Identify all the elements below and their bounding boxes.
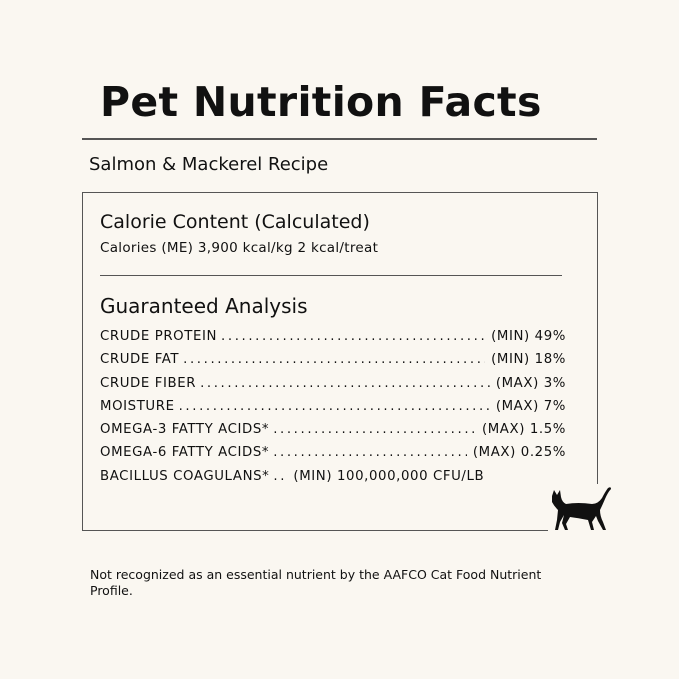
nutrition-panel — [82, 192, 598, 531]
analysis-row: CRUDE FAT (MIN) 18% — [100, 352, 566, 375]
dot-leader — [273, 422, 476, 437]
nutrient-value: (MIN) 49% — [491, 329, 566, 344]
calorie-line: Calories (ME) 3,900 kcal/kg 2 kcal/treat — [100, 240, 379, 256]
dot-leader — [200, 376, 490, 391]
dot-leader — [221, 329, 485, 344]
nutrient-value: (MIN) 100,000,000 CFU/LB — [293, 468, 485, 484]
cat-silhouette-icon — [548, 484, 614, 532]
analysis-row: MOISTURE (MAX) 7% — [100, 399, 566, 422]
section-divider — [100, 275, 562, 276]
nutrient-value: (MAX) 1.5% — [481, 422, 566, 438]
nutrient-label: CRUDE FIBER — [100, 375, 197, 391]
nutrient-value: (MAX) 0.25% — [472, 445, 566, 461]
nutrient-label: MOISTURE — [100, 398, 175, 414]
dot-leader — [179, 399, 490, 414]
analysis-heading: Guaranteed Analysis — [100, 294, 308, 318]
calorie-heading: Calorie Content (Calculated) — [100, 211, 370, 233]
nutrient-value: (MIN) 18% — [491, 352, 566, 368]
recipe-name: Salmon & Mackerel Recipe — [89, 154, 329, 175]
dot-leader — [273, 469, 287, 484]
title-divider — [82, 138, 597, 140]
nutrient-value: (MAX) 7% — [495, 398, 566, 414]
analysis-row: OMEGA-6 FATTY ACIDS* (MAX) 0.25% — [100, 445, 566, 468]
analysis-row: CRUDE PROTEIN (MIN) 49% — [100, 329, 566, 352]
analysis-row: OMEGA-3 FATTY ACIDS* (MAX) 1.5% — [100, 422, 566, 445]
dot-leader — [273, 445, 467, 460]
dot-leader — [183, 352, 485, 367]
analysis-table: CRUDE PROTEIN (MIN) 49% CRUDE FAT (MIN) 18… — [100, 329, 566, 492]
page-title: Pet Nutrition Facts — [100, 78, 542, 126]
analysis-row: CRUDE FIBER (MAX) 3% — [100, 376, 566, 399]
analysis-row: BACILLUS COAGULANS* (MIN) 100,000,000 CFU… — [100, 469, 566, 492]
nutrient-value: (MAX) 3% — [495, 375, 566, 391]
nutrient-label: CRUDE PROTEIN — [100, 329, 218, 344]
nutrient-label: BACILLUS COAGULANS* — [100, 468, 270, 484]
footnote: Not recognized as an essential nutrient … — [90, 567, 542, 598]
nutrient-label: OMEGA-3 FATTY ACIDS* — [100, 422, 270, 438]
nutrient-label: OMEGA-6 FATTY ACIDS* — [100, 445, 270, 461]
nutrient-label: CRUDE FAT — [100, 352, 180, 368]
